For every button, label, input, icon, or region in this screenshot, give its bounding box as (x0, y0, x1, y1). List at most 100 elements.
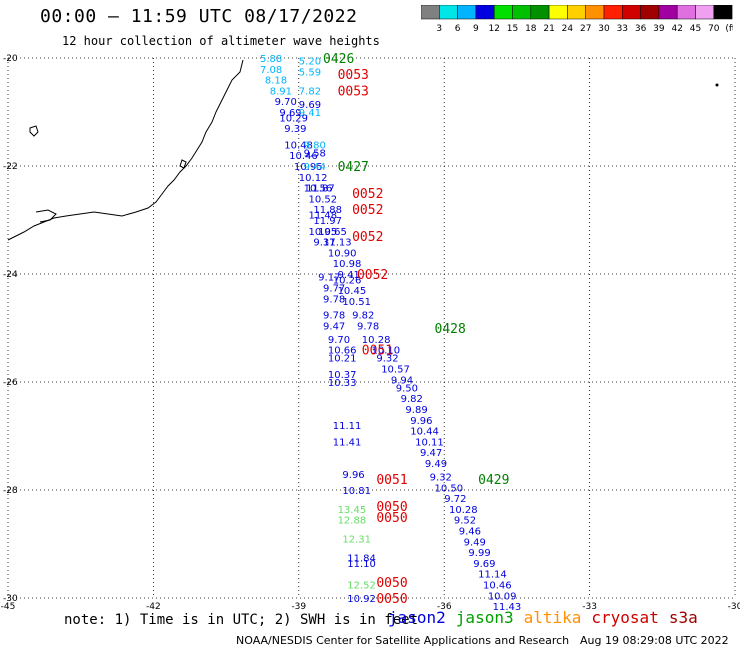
pass-time-label: 0050 (376, 511, 407, 526)
lon-tick-label: -30 (728, 602, 740, 612)
coastline-bay (35, 209, 57, 223)
swh-value: 7.08 (260, 65, 282, 76)
legend-label: 18 (525, 24, 537, 34)
satellite-name: jason3 (455, 608, 514, 627)
legend-label: 15 (507, 24, 518, 34)
swh-value: 9.89 (405, 405, 427, 416)
swh-value: 8.91 (270, 86, 292, 97)
swh-value: 10.28 (362, 335, 391, 346)
swh-value: 11.11 (333, 421, 362, 432)
swh-value: 9.70 (275, 97, 297, 108)
swh-value: 10.81 (342, 486, 371, 497)
swh-value: 10.21 (328, 354, 357, 365)
swh-value: 10.26 (333, 275, 362, 286)
lat-tick-label: -24 (3, 270, 18, 280)
swh-value: 9.50 (396, 383, 418, 394)
swh-value: 9.96 (410, 416, 432, 427)
swh-value: 11.88 (313, 205, 342, 216)
swh-value: 9.69 (279, 108, 301, 119)
generated-timestamp: Aug 19 08:29:08 UTC 2022 (580, 634, 729, 647)
swh-value: 9.37 (313, 238, 335, 249)
swh-value: 10.44 (410, 427, 439, 438)
swh-value: 9.69 (473, 559, 495, 570)
legend-label: 30 (598, 24, 610, 34)
legend-swatch (713, 5, 733, 20)
swh-value: 10.46 (289, 151, 318, 162)
pass-time-label: 0050 (376, 500, 407, 515)
satellite-name: altika (523, 608, 582, 627)
swh-value: 9.70 (328, 335, 350, 346)
satellite-name: s3a (668, 608, 698, 627)
swh-value: 9.52 (454, 516, 476, 527)
swh-value: 12.88 (338, 516, 367, 527)
swh-value: 11.48 (308, 211, 337, 222)
pass-time-label: 0053 (338, 84, 369, 99)
swh-value: 11.10 (347, 559, 376, 570)
swh-value: 9.96 (342, 470, 364, 481)
swh-value: 10.45 (338, 286, 367, 297)
swh-value: 10.11 (415, 437, 444, 448)
swh-value: 9.32 (430, 473, 452, 484)
swh-value: 10.95 (308, 227, 337, 238)
swh-value: 10.12 (299, 173, 328, 184)
swh-value: 9.78 (357, 321, 379, 332)
swh-value: 12.52 (347, 581, 376, 592)
swh-value: 9.47 (323, 321, 345, 332)
legend-label: 42 (671, 24, 682, 34)
credit-line: NOAA/NESDIS Center for Satellite Applica… (236, 634, 570, 647)
swh-value: 10.28 (449, 505, 478, 516)
lon-tick-label: -42 (146, 602, 161, 612)
swh-value: 10.29 (279, 113, 308, 124)
swh-value: 9.58 (304, 149, 326, 160)
swh-value: 9.78 (323, 311, 345, 322)
swh-value: 10.92 (347, 594, 376, 605)
swh-value: 9.44 (304, 162, 326, 173)
swh-value: 9.80 (304, 140, 326, 151)
swh-value: 8.18 (265, 76, 287, 87)
lat-tick-label: -22 (3, 162, 18, 172)
swh-value: 11.13 (323, 238, 352, 249)
satellite-legend: jason2 jason3 altika cryosat s3a (388, 608, 708, 627)
swh-value: 9.41 (338, 270, 360, 281)
legend-label: 3 (436, 24, 442, 34)
swh-value: 9.46 (459, 527, 481, 538)
swh-value: 10.10 (372, 346, 401, 357)
lon-tick-label: -45 (1, 602, 16, 612)
swh-value: 5.20 (299, 57, 321, 68)
pass-time-label: 0051 (362, 344, 393, 359)
pass-time-label: 0429 (478, 473, 509, 488)
pass-time-label: 0051 (376, 473, 407, 488)
brazil-coastline (7, 59, 244, 241)
lon-tick-label: -36 (437, 602, 452, 612)
swh-value: 9.41 (299, 108, 321, 119)
lat-tick-label: -20 (3, 54, 18, 64)
swh-value: 9.17 (318, 273, 340, 284)
swh-value: 10.50 (435, 483, 464, 494)
pass-time-label: 0428 (435, 322, 466, 337)
swh-value: 9.82 (352, 311, 374, 322)
swh-value: 11.84 (347, 554, 376, 565)
axis-tick-labels: -20-22-24-26-28-30-45 -42 -39 -36 -33 -30 (1, 54, 740, 612)
coastline (7, 59, 719, 241)
pass-time-label: 0052 (357, 268, 388, 283)
legend-label: 21 (543, 24, 554, 34)
swh-value: 10.66 (328, 346, 357, 357)
legend-label: 33 (617, 24, 628, 34)
swh-value: 10.51 (342, 297, 371, 308)
pass-time-label: 0052 (352, 203, 383, 218)
satellite-name: cryosat (591, 608, 659, 627)
swh-value: 9.39 (284, 124, 306, 135)
pass-time-label: 0426 (323, 52, 354, 67)
pass-times: 0426042704280429005300530052005200520052… (323, 52, 509, 607)
swh-value: 9.72 (444, 494, 466, 505)
lat-tick-label: -28 (3, 486, 18, 496)
swh-value: 10.48 (284, 140, 313, 151)
lon-tick-label: -39 (291, 602, 306, 612)
swh-value: 10.37 (328, 370, 357, 381)
satellite-name: jason2 (388, 608, 446, 627)
pass-time-label: 0050 (376, 592, 407, 607)
swh-value: 10.57 (381, 365, 410, 376)
map-title: 00:00 – 11:59 UTC 08/17/2022 (40, 6, 358, 27)
swh-value: 10.33 (328, 378, 357, 389)
